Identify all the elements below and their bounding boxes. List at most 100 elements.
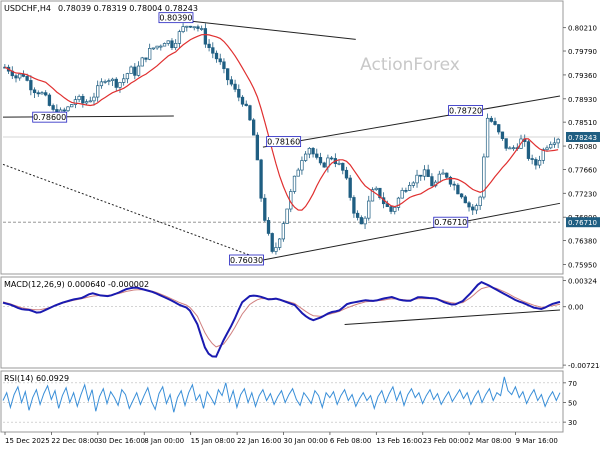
- candle: [489, 115, 493, 123]
- candle: [292, 175, 297, 194]
- candle-body: [159, 45, 163, 48]
- candle-body: [456, 184, 460, 195]
- candle-body: [237, 88, 241, 98]
- candle-body: [489, 117, 493, 122]
- candle: [511, 145, 516, 151]
- candle-body: [185, 25, 189, 28]
- candle-body: [77, 95, 81, 101]
- candle: [322, 161, 326, 168]
- candle-body: [471, 206, 475, 211]
- candle: [18, 73, 22, 81]
- annotation-label: 0.76030: [230, 256, 263, 265]
- price-tick-label: 0.78930: [568, 96, 597, 104]
- candle: [148, 43, 152, 61]
- candle: [385, 200, 389, 208]
- candle-body: [341, 162, 345, 171]
- candle-body: [211, 47, 215, 54]
- candle-body: [218, 58, 222, 63]
- candle: [122, 73, 126, 86]
- candle-body: [174, 42, 178, 49]
- candle: [240, 95, 245, 107]
- annotation-box: [158, 12, 194, 24]
- candle: [162, 42, 167, 47]
- candle: [218, 53, 222, 65]
- candle-body: [389, 206, 393, 212]
- candle: [400, 187, 404, 199]
- candle-body: [374, 187, 378, 190]
- price-tick-label: 0.79360: [568, 72, 597, 80]
- rsi-axis: 70 50 30: [3, 380, 577, 427]
- price-tag-box: [566, 131, 600, 142]
- candle: [266, 217, 271, 236]
- candle-body: [292, 175, 297, 192]
- candle: [125, 72, 130, 84]
- candle-body: [122, 78, 126, 83]
- candle: [226, 68, 230, 86]
- macd-tick-label: -0.007214: [568, 362, 600, 370]
- candle: [110, 77, 115, 86]
- watermark: ActionForex: [360, 55, 460, 75]
- rsi-line: [2, 376, 561, 413]
- candle-body: [214, 52, 219, 60]
- candle-body: [233, 83, 237, 90]
- candle: [341, 162, 345, 175]
- candle: [478, 195, 482, 210]
- candle-body: [203, 28, 208, 45]
- candle: [281, 221, 286, 242]
- candle-body: [355, 212, 360, 218]
- candle-body: [329, 157, 334, 160]
- candle-body: [534, 159, 538, 166]
- candle-body: [18, 73, 22, 79]
- price-tick-label: 0.77660: [568, 166, 597, 174]
- annotation-label: 0.80390: [159, 14, 192, 23]
- annotation-box: [266, 136, 302, 148]
- candle-body: [315, 153, 319, 158]
- candle-body: [32, 89, 37, 94]
- time-tick-label: 15 Jan 08:00: [191, 437, 235, 445]
- candle-body: [114, 78, 118, 88]
- candle-body: [463, 196, 467, 204]
- candle: [70, 104, 74, 108]
- candle-body: [407, 185, 412, 191]
- candle: [549, 141, 553, 150]
- candle: [96, 80, 100, 102]
- candle: [188, 25, 193, 28]
- candle-body: [40, 92, 44, 95]
- candle: [482, 153, 486, 200]
- time-tick-label: 8 Jan 00:00: [144, 437, 184, 445]
- candle-body: [133, 66, 137, 76]
- annotation-box: [433, 216, 469, 228]
- candle-body: [129, 66, 133, 74]
- candle-body: [177, 31, 182, 44]
- price-tick-label: 0.77230: [568, 190, 597, 198]
- candle: [159, 44, 163, 51]
- rsi-title: RSI(14) 60.0929: [4, 374, 69, 383]
- candle-body: [285, 208, 289, 224]
- candle-body: [73, 99, 78, 105]
- candle: [415, 169, 419, 188]
- macd-line: [2, 280, 561, 358]
- candle-body: [281, 223, 286, 240]
- candle: [44, 90, 48, 97]
- candle-body: [99, 81, 104, 87]
- candle-body: [537, 159, 542, 166]
- candle: [422, 165, 427, 181]
- candle: [389, 205, 393, 215]
- candle-body: [500, 131, 505, 139]
- candle-body: [84, 101, 89, 104]
- annotation-label: 0.76710: [434, 218, 467, 227]
- candle-body: [151, 47, 156, 50]
- candle-body: [29, 80, 33, 91]
- candle-body: [162, 43, 167, 47]
- candle-body: [459, 193, 464, 198]
- macd-tick-label: 0.00: [568, 304, 584, 312]
- candlesticks: [3, 23, 560, 255]
- candle: [471, 204, 475, 215]
- candle: [270, 232, 274, 254]
- candle: [244, 100, 248, 107]
- candle: [263, 194, 267, 223]
- candle: [407, 181, 412, 191]
- candle-body: [47, 94, 52, 106]
- candle-body: [166, 40, 170, 44]
- time-axis: 15 Dec 2025 22 Dec 08:00 30 Dec 16:00 8 Jan…: [4, 432, 558, 445]
